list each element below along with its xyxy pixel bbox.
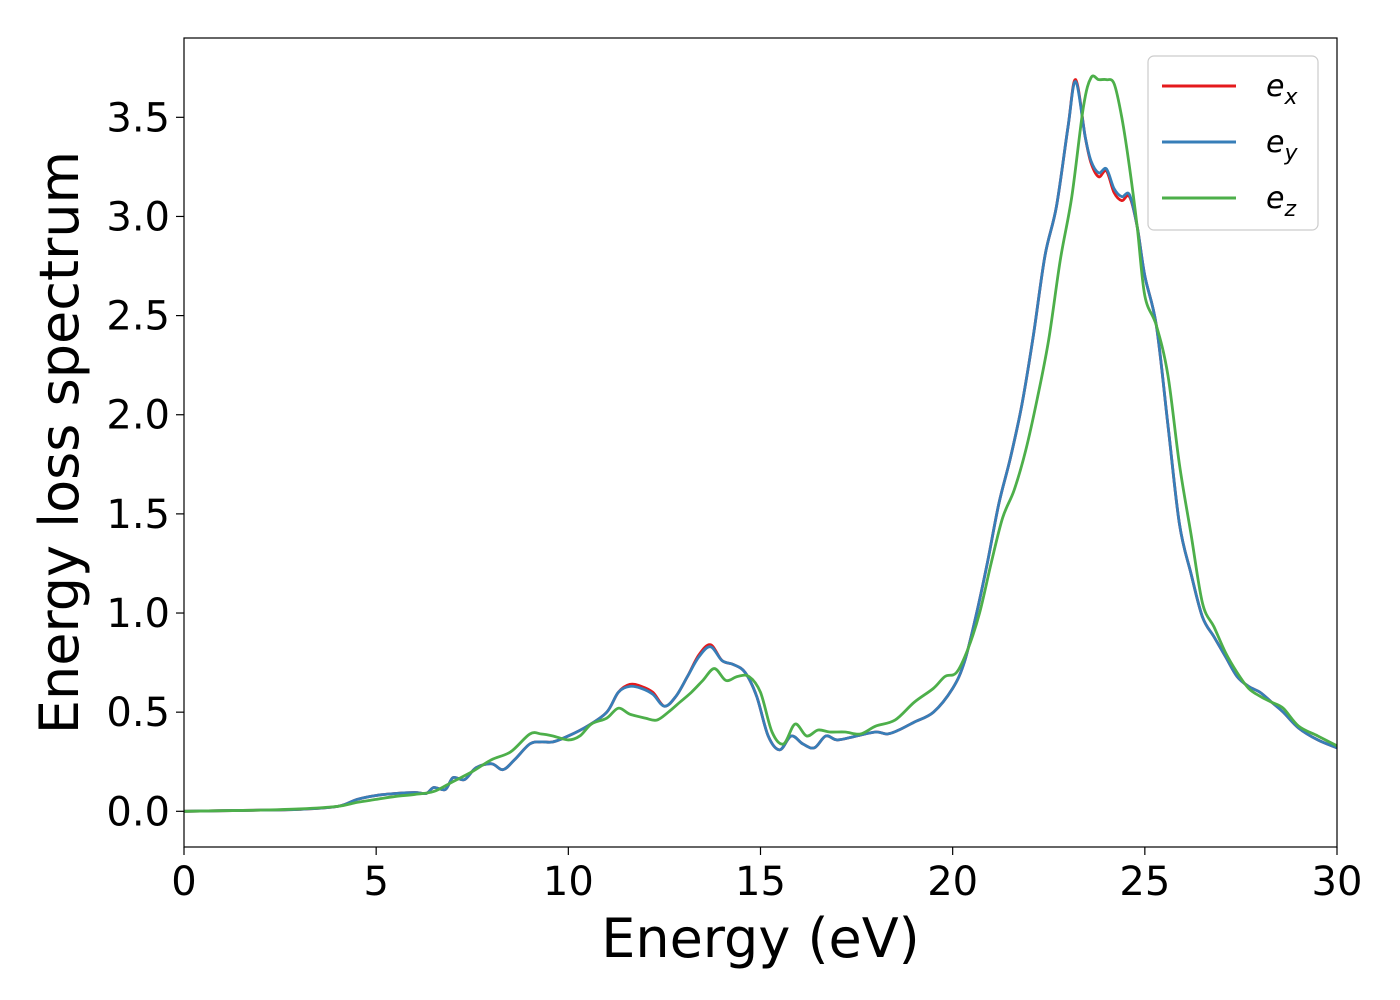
y-tick-label: 0.5 <box>106 690 170 736</box>
series-line-ez <box>184 74 1337 813</box>
x-tick-label: 10 <box>543 859 594 905</box>
x-tick-label: 30 <box>1312 859 1363 905</box>
y-tick-label: 2.0 <box>106 393 170 439</box>
y-axis-title: Energy loss spectrum <box>28 151 91 734</box>
x-tick-label: 0 <box>171 859 196 905</box>
y-tick-label: 3.5 <box>106 95 170 141</box>
legend: ex ey ez <box>1147 55 1319 231</box>
x-tick-label: 20 <box>927 859 978 905</box>
series-layer <box>184 74 1337 813</box>
x-tick-label: 5 <box>363 859 388 905</box>
x-axis-ticks: 0 5 10 15 20 25 30 <box>171 847 1362 905</box>
legend-label-ex: ex <box>1266 69 1298 110</box>
x-tick-label: 15 <box>735 859 786 905</box>
y-tick-label: 3.0 <box>106 194 170 240</box>
y-tick-label: 0.0 <box>106 789 170 835</box>
y-tick-label: 1.0 <box>106 591 170 637</box>
y-axis-ticks: 0.0 0.5 1.0 1.5 2.0 2.5 3.0 3.5 <box>106 95 184 835</box>
legend-label-ez: ez <box>1266 181 1296 222</box>
y-tick-label: 1.5 <box>106 492 170 538</box>
x-axis-title: Energy (eV) <box>601 907 920 970</box>
x-tick-label: 25 <box>1119 859 1170 905</box>
legend-label-ey: ey <box>1266 125 1298 166</box>
y-tick-label: 2.5 <box>106 294 170 340</box>
